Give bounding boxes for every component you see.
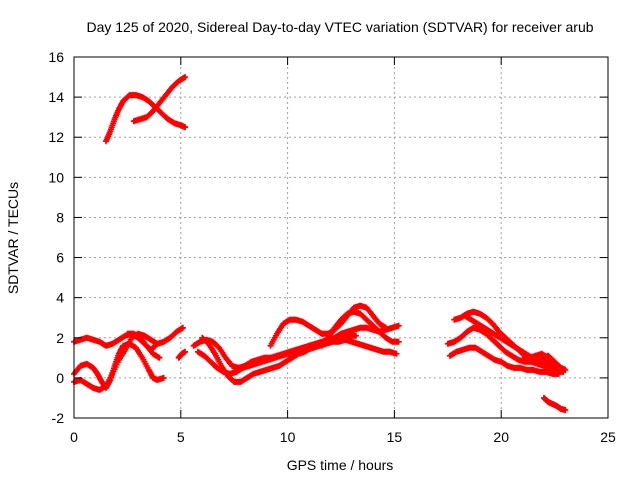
series-c <box>71 324 186 393</box>
y-tick-label: -2 <box>52 410 65 426</box>
data-point <box>182 124 189 131</box>
y-tick-label: 8 <box>56 209 64 225</box>
y-tick-label: 12 <box>48 129 64 145</box>
y-tick-label: 4 <box>56 290 64 306</box>
y-tick-label: 2 <box>56 330 64 346</box>
grid-lines <box>74 57 608 418</box>
plot-frame <box>73 56 609 419</box>
x-tick-label: 10 <box>280 429 296 445</box>
data-point <box>382 324 389 331</box>
axis-ticks: 0 5 10 15 20 25 -2 0 2 4 6 8 10 12 14 16 <box>48 49 616 445</box>
x-tick-label: 25 <box>600 429 616 445</box>
series-l <box>446 344 562 377</box>
series-d <box>124 330 163 361</box>
data-point <box>562 366 569 373</box>
series-j <box>318 308 402 349</box>
data-point <box>182 348 189 355</box>
y-tick-label: 6 <box>56 250 64 266</box>
y-tick-label: 14 <box>48 89 64 105</box>
series-e <box>175 348 189 361</box>
data-point <box>558 368 564 375</box>
y-axis-label: SDTVAR / TECUs <box>5 182 21 294</box>
data-point <box>156 354 163 361</box>
series-o <box>519 350 564 375</box>
y-tick-label: 0 <box>56 370 64 386</box>
data-point <box>395 322 402 329</box>
data-point <box>160 374 167 381</box>
chart-title: Day 125 of 2020, Sidereal Day-to-day VTE… <box>86 19 593 35</box>
data-point <box>393 350 400 357</box>
data-point <box>353 332 359 339</box>
data-point <box>562 407 569 413</box>
data-point <box>395 338 402 345</box>
x-axis-label: GPS time / hours <box>287 457 394 473</box>
x-tick-label: 15 <box>387 429 403 445</box>
x-tick-label: 0 <box>70 429 78 445</box>
x-tick-label: 5 <box>177 429 185 445</box>
series-p <box>540 394 569 413</box>
y-tick-label: 16 <box>48 49 64 65</box>
series-high-2 <box>130 74 189 125</box>
y-tick-label: 10 <box>48 169 64 185</box>
data-point <box>179 324 186 331</box>
x-tick-label: 20 <box>493 429 509 445</box>
data-layer <box>71 74 569 413</box>
data-point <box>182 74 189 81</box>
